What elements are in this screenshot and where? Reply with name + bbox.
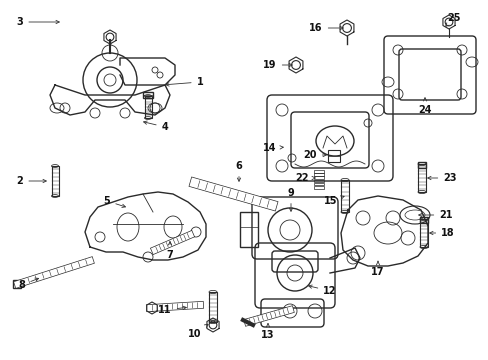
Text: 2: 2	[17, 176, 46, 186]
Text: 22: 22	[295, 173, 315, 183]
Bar	[313, 173, 324, 176]
Bar	[327, 150, 339, 162]
Text: 8: 8	[19, 278, 39, 290]
Text: 12: 12	[308, 285, 336, 296]
Bar	[13, 280, 21, 288]
Text: 7: 7	[166, 242, 173, 260]
Bar	[313, 180, 324, 182]
Text: 14: 14	[263, 143, 283, 153]
Text: 5: 5	[103, 196, 125, 207]
Bar	[142, 92, 153, 98]
Text: 25: 25	[445, 13, 460, 26]
Text: 23: 23	[427, 173, 456, 183]
Text: 15: 15	[324, 196, 344, 206]
Text: 13: 13	[261, 324, 274, 340]
Bar	[313, 170, 324, 172]
Text: 18: 18	[429, 228, 454, 238]
Bar	[417, 164, 425, 192]
Text: 17: 17	[370, 261, 384, 277]
Text: 6: 6	[235, 161, 242, 181]
Bar	[417, 162, 425, 168]
Text: 21: 21	[418, 210, 452, 220]
Text: 10: 10	[188, 324, 207, 339]
Bar	[313, 183, 324, 185]
Bar	[313, 176, 324, 179]
Text: 24: 24	[417, 98, 431, 115]
Text: 20: 20	[303, 150, 325, 160]
Text: 1: 1	[165, 77, 203, 87]
Bar	[419, 217, 427, 223]
Text: 3: 3	[17, 17, 59, 27]
Text: 9: 9	[287, 188, 294, 211]
Bar	[419, 219, 427, 247]
Bar	[340, 180, 348, 212]
Text: 11: 11	[158, 305, 186, 315]
Bar	[144, 96, 151, 118]
Bar	[208, 292, 217, 322]
Bar	[240, 212, 258, 247]
Text: 19: 19	[263, 60, 292, 70]
Bar	[51, 166, 59, 196]
Text: 16: 16	[308, 23, 343, 33]
Text: 4: 4	[143, 121, 168, 132]
Bar	[313, 186, 324, 189]
